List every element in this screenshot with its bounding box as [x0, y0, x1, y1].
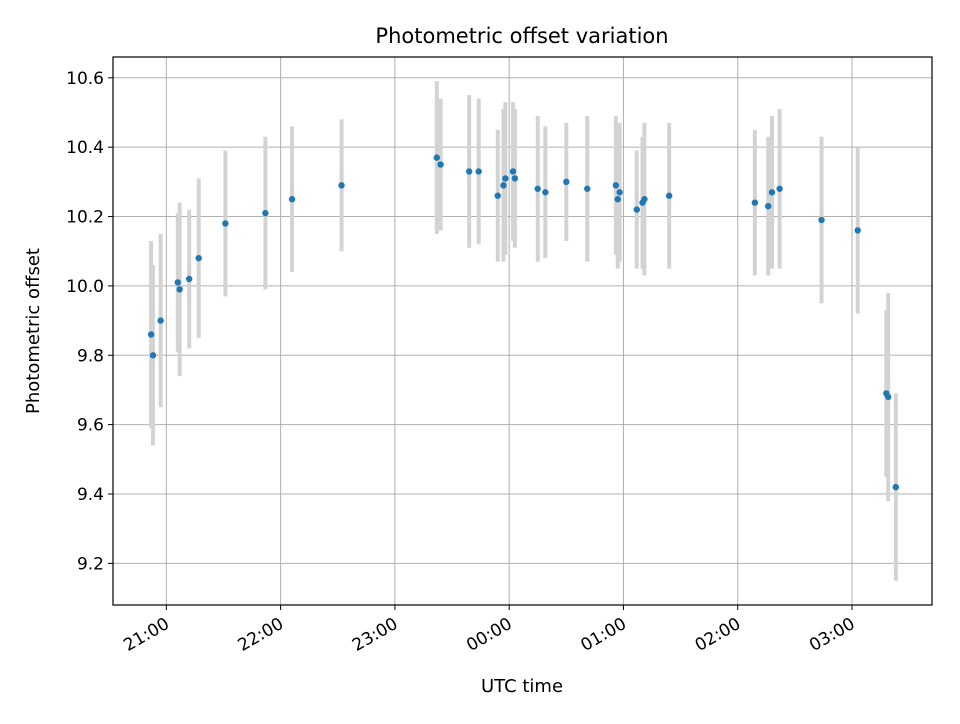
y-tick-label: 10.0	[66, 277, 104, 297]
data-point	[222, 220, 229, 227]
data-point	[433, 154, 440, 161]
data-point	[262, 209, 269, 217]
data-point	[288, 196, 296, 203]
data-point	[534, 185, 541, 192]
data-point	[195, 254, 202, 262]
data-point	[157, 317, 164, 324]
data-point	[147, 331, 155, 338]
y-tick-label: 9.8	[77, 346, 104, 366]
chart-title: Photometric offset variation	[375, 24, 668, 48]
y-tick-label: 9.2	[77, 554, 104, 574]
y-tick-label: 10.4	[66, 138, 104, 158]
data-point	[176, 286, 183, 293]
data-point	[884, 393, 892, 401]
y-tick-label: 9.4	[77, 485, 104, 505]
data-point	[612, 182, 620, 189]
data-point	[854, 227, 861, 234]
data-point	[776, 185, 783, 192]
data-point	[765, 202, 772, 210]
data-point	[509, 168, 517, 175]
data-point	[665, 192, 673, 199]
data-point	[475, 168, 482, 175]
data-point	[633, 206, 640, 213]
plot-frame	[112, 56, 933, 606]
data-point	[616, 189, 623, 196]
y-tick-label: 10.2	[66, 208, 104, 228]
data-point	[465, 168, 473, 175]
x-axis-label: UTC time	[481, 676, 563, 697]
data-point	[511, 175, 519, 182]
data-point	[768, 189, 776, 196]
data-point	[437, 161, 444, 168]
data-point	[149, 352, 157, 359]
data-point	[584, 185, 591, 192]
data-point	[542, 189, 549, 196]
y-tick-label: 9.6	[77, 416, 104, 436]
grid-layer	[113, 57, 932, 605]
y-axis-label: Photometric offset	[23, 248, 44, 414]
data-point	[338, 182, 345, 189]
marker-layer	[147, 154, 900, 491]
data-point	[614, 196, 621, 203]
data-point	[185, 275, 193, 283]
y-tick-label: 10.6	[66, 69, 104, 89]
data-point	[502, 175, 509, 182]
data-point	[174, 279, 181, 286]
data-point	[494, 192, 501, 199]
data-point	[892, 483, 900, 491]
data-point	[751, 199, 759, 206]
data-point	[641, 196, 648, 203]
data-point	[563, 178, 570, 186]
data-point	[818, 216, 825, 224]
data-point	[500, 182, 507, 189]
